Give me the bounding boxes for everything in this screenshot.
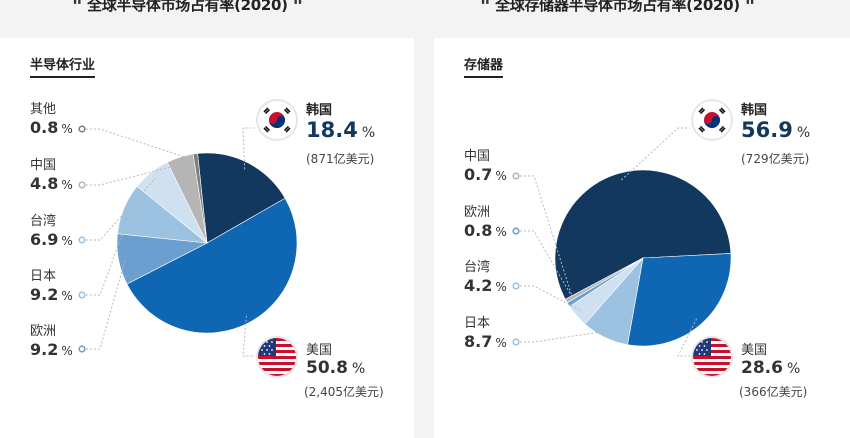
connector-line	[82, 177, 156, 241]
label-japan: 日本	[30, 269, 57, 284]
value-europe: 9.2%	[30, 340, 73, 359]
panel-title: 存储器	[464, 54, 504, 78]
right-heading-text: 全球存储器半导体市场占有率(2020)	[495, 0, 740, 14]
value-korea: 18.4%	[306, 118, 376, 142]
value-japan: 8.7%	[464, 332, 507, 351]
value-korea: 56.9%	[741, 118, 811, 142]
label-marker-dot	[78, 291, 86, 299]
connector-line	[82, 258, 127, 350]
value-taiwan: 6.9%	[30, 230, 73, 249]
open-quote-mark: "	[480, 0, 491, 18]
label-marker-dot	[512, 282, 520, 290]
label-taiwan: 台湾	[464, 260, 491, 275]
open-quote-mark: "	[72, 0, 83, 18]
label-marker-dot	[78, 125, 86, 133]
right-heading: " 全球存储器半导体市场占有率(2020) "	[480, 0, 755, 18]
label-japan: 日本	[464, 316, 491, 331]
amount-korea: (729亿美元)	[741, 152, 810, 166]
semiconductor-pie-chart	[78, 125, 298, 357]
connector-line	[516, 230, 575, 302]
pie-slice-1	[126, 197, 298, 334]
pie-slice-6	[192, 153, 208, 244]
connector-line	[82, 163, 183, 186]
value-europe: 0.8%	[464, 221, 507, 240]
label-europe: 欧洲	[464, 205, 491, 220]
label-other: 其他	[30, 102, 57, 117]
label-usa: 美国	[306, 343, 333, 358]
value-usa: 50.8%	[306, 358, 366, 378]
connector-line	[82, 211, 131, 296]
memory-panel: 存储器 中国 0.7% 欧洲 0.8% 台湾 4.2% 日本 8.7% 韩国 5…	[434, 38, 850, 438]
label-china: 中国	[30, 158, 57, 173]
pie-slice-0	[197, 152, 286, 244]
panel-title: 半导体行业	[30, 54, 96, 78]
amount-korea: (871亿美元)	[306, 152, 375, 166]
amount-usa: (2,405亿美元)	[304, 385, 384, 399]
label-usa: 美国	[741, 343, 768, 358]
usa-flag-icon	[258, 338, 296, 376]
connector-line	[516, 330, 608, 343]
label-marker-dot	[512, 227, 520, 235]
korea-flag-icon	[258, 101, 296, 139]
label-marker-dot	[512, 338, 520, 346]
connector-line	[242, 127, 255, 170]
label-taiwan: 台湾	[30, 214, 57, 229]
left-heading: " 全球半导体市场占有率(2020) "	[72, 0, 303, 18]
label-europe: 欧洲	[30, 324, 57, 339]
label-korea: 韩国	[741, 103, 768, 118]
connector-line	[516, 175, 573, 298]
connector-line	[516, 285, 583, 312]
usa-flag-icon	[693, 338, 731, 376]
label-marker-dot	[78, 345, 86, 353]
value-china: 4.8%	[30, 174, 73, 193]
amount-usa: (366亿美元)	[739, 385, 808, 399]
connector-line	[242, 315, 255, 357]
label-china: 中国	[464, 149, 491, 164]
label-korea: 韩国	[306, 103, 333, 118]
semiconductor-panel: 半导体行业 其他 0.8% 中国 4.8% 台湾 6.9% 日本 9.2% 欧洲…	[0, 38, 414, 438]
value-usa: 28.6%	[741, 358, 801, 378]
value-taiwan: 4.2%	[464, 276, 507, 295]
label-marker-dot	[78, 236, 86, 244]
label-marker-dot	[512, 172, 520, 180]
label-marker-dot	[78, 181, 86, 189]
value-japan: 9.2%	[30, 285, 73, 304]
korea-flag-icon	[693, 101, 731, 139]
pie-slice-0	[554, 169, 732, 300]
memory-pie-chart	[512, 127, 732, 357]
left-heading-text: 全球半导体市场占有率(2020)	[87, 0, 288, 14]
close-quote-mark: "	[744, 0, 755, 18]
connector-line	[621, 127, 690, 181]
value-other: 0.8%	[30, 118, 73, 137]
value-china: 0.7%	[464, 165, 507, 184]
close-quote-mark: "	[292, 0, 303, 18]
pie-slice-1	[627, 253, 732, 347]
connector-line	[82, 128, 197, 162]
pie-slice-5	[564, 257, 644, 304]
connector-line	[677, 318, 698, 357]
